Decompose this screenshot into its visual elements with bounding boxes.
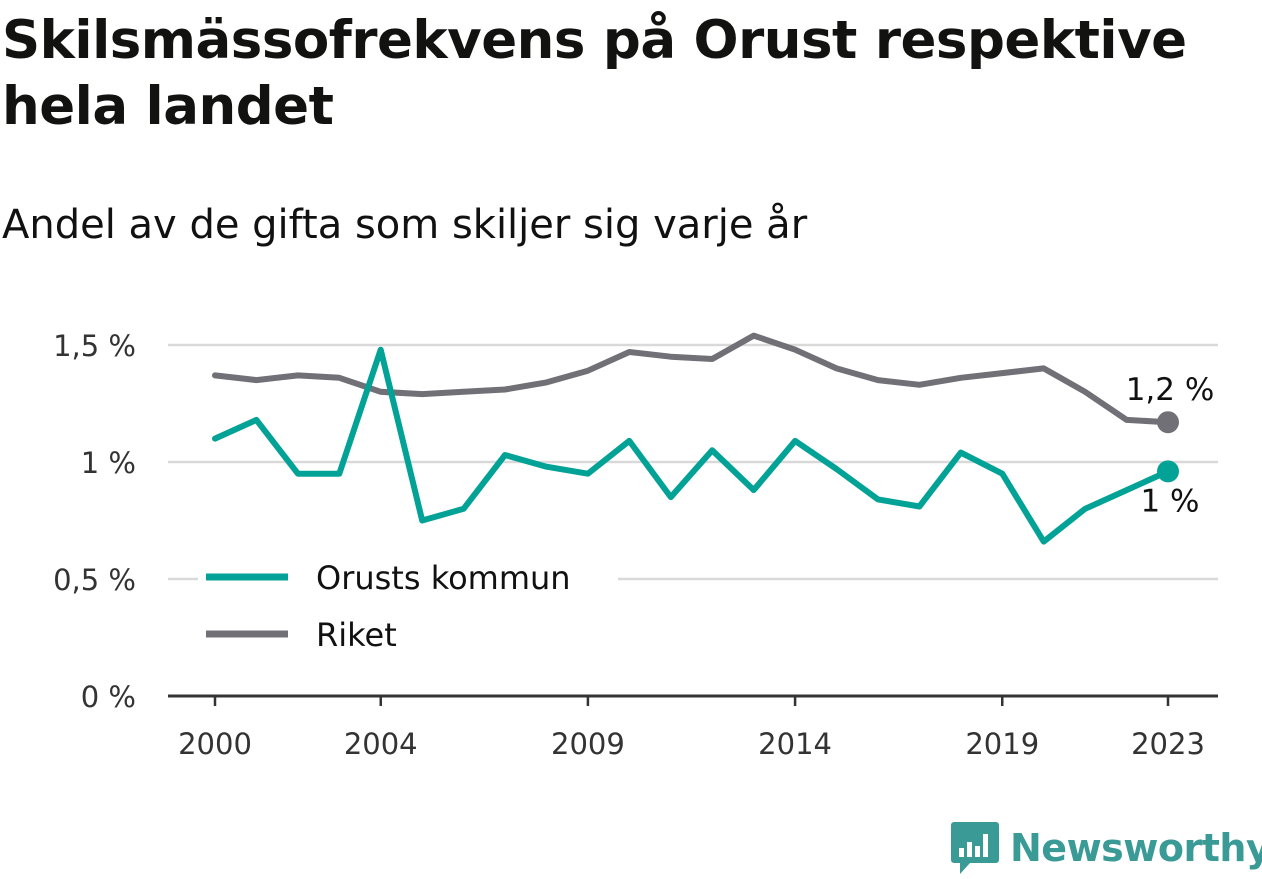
x-tick-label: 2019: [965, 727, 1039, 761]
x-tick-label: 2004: [344, 727, 418, 761]
series-end-marker: [1157, 460, 1179, 483]
legend-background: [198, 545, 618, 670]
series-layer: [212, 332, 1179, 545]
y-tick-label: 0,5 %: [53, 563, 136, 597]
series-end-label: 1,2 %: [1126, 372, 1215, 408]
x-axis: 2000 2004 2009 2014 2019 2023: [178, 696, 1205, 761]
newsworthy-logo-icon: [951, 822, 999, 874]
x-tick-label: 2023: [1131, 727, 1205, 761]
legend-label: Riket: [316, 616, 397, 654]
legend-label: Orusts kommun: [316, 559, 571, 597]
series-line: [212, 332, 1171, 426]
series-line: [212, 346, 1171, 545]
series-end-marker: [1157, 411, 1179, 434]
x-tick-label: 2014: [758, 727, 832, 761]
legend: Orusts kommun Riket: [198, 545, 618, 670]
series-end-label: 1 %: [1140, 483, 1199, 519]
brand-name: Newsworthy: [1010, 826, 1262, 870]
y-tick-label: 1,5 %: [53, 329, 136, 363]
end-labels: 1,2 % 1 %: [1123, 369, 1218, 522]
y-tick-label: 0 %: [81, 680, 136, 714]
x-tick-label: 2000: [178, 727, 252, 761]
x-tick-label: 2009: [551, 727, 625, 761]
chart-subtitle: Andel av de gifta som skiljer sig varje …: [2, 202, 808, 248]
chart-title: Skilsmässofrekvens på Orust respektive h…: [2, 10, 1187, 137]
newsworthy-logo: Newsworthy: [950, 820, 1262, 876]
y-axis-tick-labels: 0 % 0,5 % 1 % 1,5 %: [53, 329, 136, 714]
y-tick-label: 1 %: [81, 446, 136, 480]
